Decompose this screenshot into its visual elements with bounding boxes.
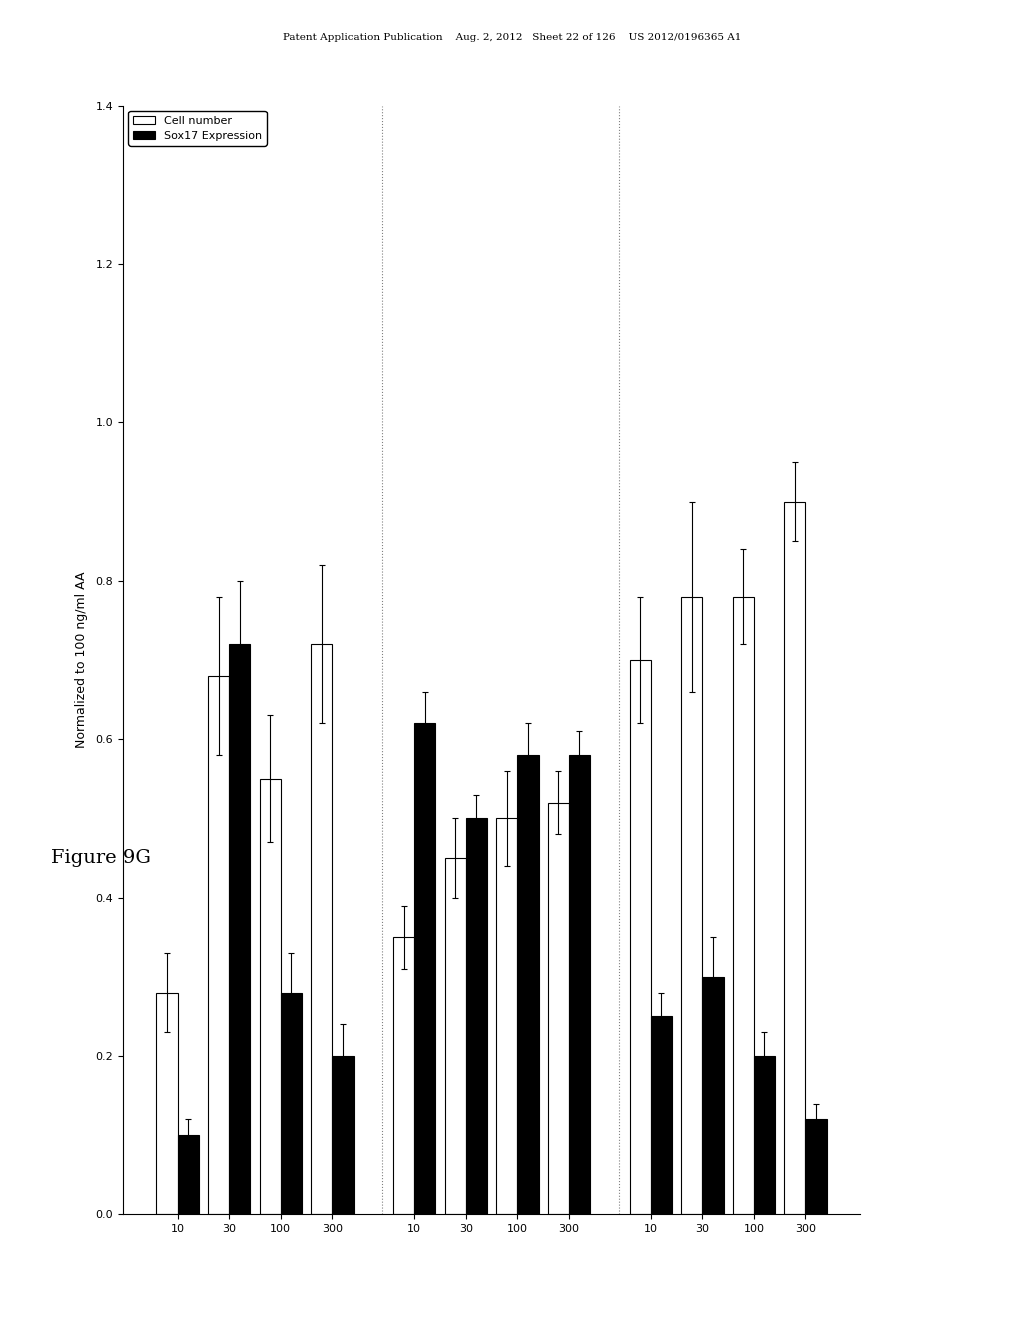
- Bar: [333, 1056, 353, 1214]
- Bar: [569, 755, 590, 1214]
- Bar: [630, 660, 650, 1214]
- Bar: [806, 1119, 826, 1214]
- Bar: [496, 818, 517, 1214]
- Text: Patent Application Publication    Aug. 2, 2012   Sheet 22 of 126    US 2012/0196: Patent Application Publication Aug. 2, 2…: [283, 33, 741, 42]
- Bar: [754, 1056, 775, 1214]
- Bar: [548, 803, 569, 1214]
- Bar: [157, 993, 177, 1214]
- Bar: [444, 858, 466, 1214]
- Bar: [681, 597, 702, 1214]
- Bar: [281, 993, 302, 1214]
- Bar: [732, 597, 754, 1214]
- Bar: [259, 779, 281, 1214]
- Bar: [466, 818, 487, 1214]
- Text: Figure 9G: Figure 9G: [51, 849, 152, 867]
- Bar: [702, 977, 724, 1214]
- Bar: [229, 644, 251, 1214]
- Bar: [177, 1135, 199, 1214]
- Bar: [311, 644, 333, 1214]
- Bar: [414, 723, 435, 1214]
- Y-axis label: Normalized to 100 ng/ml AA: Normalized to 100 ng/ml AA: [76, 572, 88, 748]
- Bar: [208, 676, 229, 1214]
- Bar: [650, 1016, 672, 1214]
- Legend: Cell number, Sox17 Expression: Cell number, Sox17 Expression: [128, 111, 266, 145]
- Bar: [517, 755, 539, 1214]
- Bar: [784, 502, 806, 1214]
- Bar: [393, 937, 414, 1214]
